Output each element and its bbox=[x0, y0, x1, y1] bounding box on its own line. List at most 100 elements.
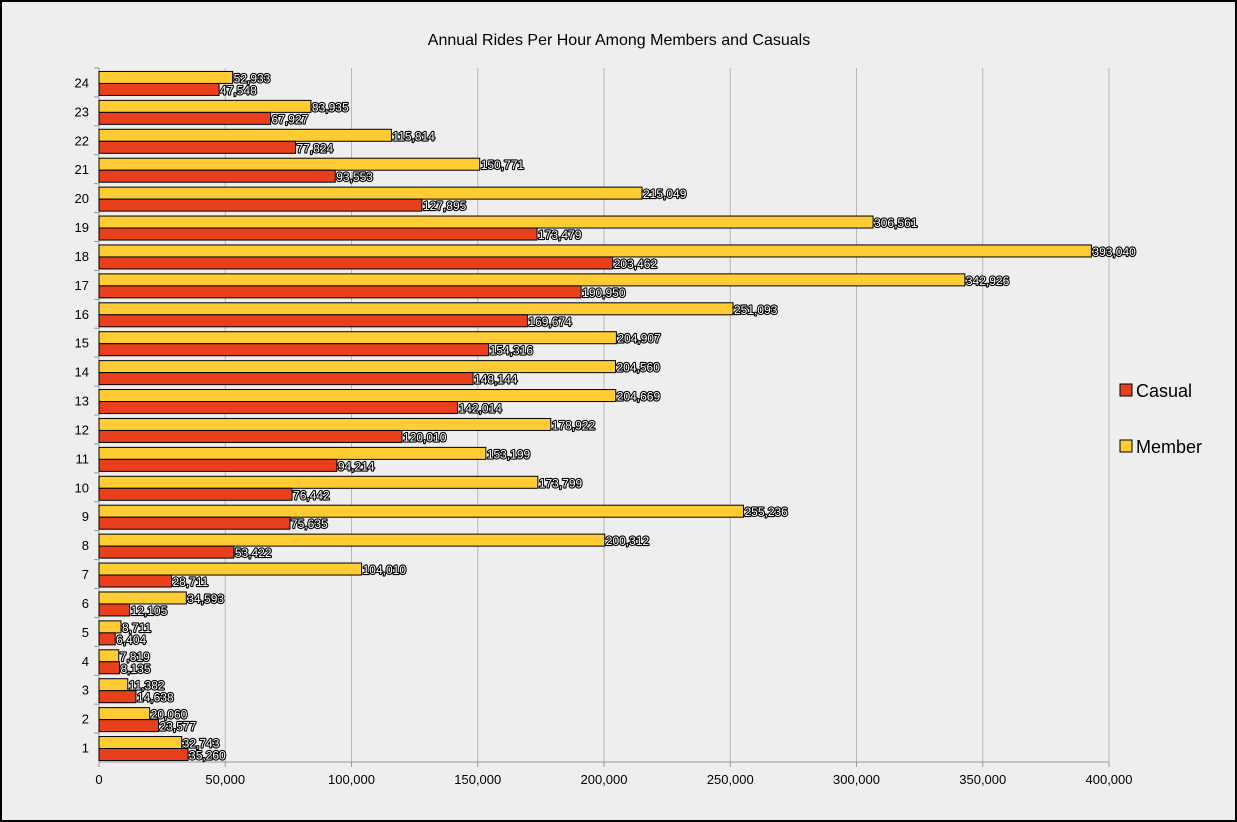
data-label-member: 115,814 bbox=[392, 129, 435, 143]
bar-casual bbox=[98, 285, 582, 299]
data-label-member: 251,093 bbox=[734, 303, 778, 317]
category-label: 12 bbox=[75, 422, 89, 437]
data-label-casual: 47,548 bbox=[220, 83, 257, 97]
bar-member bbox=[98, 417, 552, 431]
data-label-member: 173,799 bbox=[539, 476, 583, 490]
data-label-casual: 14,638 bbox=[137, 691, 174, 705]
category-label: 7 bbox=[82, 567, 89, 582]
data-label-casual: 93,553 bbox=[336, 170, 373, 184]
bar-member bbox=[98, 360, 617, 374]
category-label: 19 bbox=[75, 220, 89, 235]
category-label: 8 bbox=[82, 538, 89, 553]
data-label-casual: 28,711 bbox=[172, 575, 208, 589]
bar-member bbox=[98, 562, 363, 576]
bar-member bbox=[98, 128, 392, 142]
data-label-casual: 53,422 bbox=[235, 546, 272, 560]
bar-casual bbox=[98, 314, 528, 328]
bar-member bbox=[98, 475, 539, 489]
bar-casual bbox=[98, 458, 338, 472]
data-label-casual: 203,462 bbox=[614, 257, 658, 271]
category-label: 21 bbox=[75, 162, 89, 177]
category-label: 23 bbox=[75, 104, 89, 119]
data-label-casual: 190,950 bbox=[582, 286, 626, 300]
category-label: 9 bbox=[82, 509, 89, 524]
data-label-member: 393,040 bbox=[1092, 245, 1136, 259]
category-label: 11 bbox=[76, 451, 90, 466]
bar-member bbox=[98, 678, 129, 692]
legend-label-casual: Casual bbox=[1136, 381, 1192, 401]
data-label-member: 34,593 bbox=[187, 592, 224, 606]
data-label-casual: 67,927 bbox=[272, 112, 309, 126]
bar-casual bbox=[98, 429, 403, 443]
legend-swatch-casual bbox=[1119, 383, 1133, 397]
x-tick-label: 50,000 bbox=[205, 772, 245, 787]
category-label: 4 bbox=[82, 654, 89, 669]
category-label: 2 bbox=[82, 712, 89, 727]
bar-casual bbox=[98, 198, 423, 212]
data-label-casual: 120,010 bbox=[403, 430, 447, 444]
bar-casual bbox=[98, 111, 272, 125]
data-label-member: 342,926 bbox=[966, 274, 1010, 288]
category-label: 15 bbox=[75, 336, 89, 351]
bar-casual bbox=[98, 256, 614, 270]
data-label-casual: 8,135 bbox=[121, 662, 151, 676]
bar-member bbox=[98, 389, 617, 403]
data-label-casual: 6,404 bbox=[116, 633, 146, 647]
category-label: 22 bbox=[75, 133, 89, 148]
bars bbox=[98, 70, 1092, 762]
category-label: 13 bbox=[75, 394, 89, 409]
category-label: 20 bbox=[75, 191, 89, 206]
bar-member bbox=[98, 244, 1092, 258]
bar-casual bbox=[98, 140, 297, 154]
data-label-casual: 76,442 bbox=[293, 488, 330, 502]
data-label-member: 215,049 bbox=[643, 187, 687, 201]
data-label-casual: 173,479 bbox=[538, 228, 582, 242]
data-label-member: 20,060 bbox=[151, 708, 188, 722]
bar-member bbox=[98, 591, 187, 605]
bar-member bbox=[98, 736, 183, 750]
bar-casual bbox=[98, 82, 220, 96]
category-label: 1 bbox=[82, 741, 89, 756]
data-label-member: 150,771 bbox=[481, 158, 525, 172]
data-label-member: 204,560 bbox=[617, 361, 661, 375]
bar-member bbox=[98, 99, 312, 113]
data-label-member: 7,819 bbox=[120, 650, 150, 664]
data-label-casual: 154,316 bbox=[490, 344, 534, 358]
category-label: 17 bbox=[75, 278, 89, 293]
bar-casual bbox=[98, 227, 538, 241]
data-label-casual: 35,260 bbox=[189, 749, 226, 763]
category-label: 6 bbox=[82, 596, 89, 611]
bar-casual bbox=[98, 719, 160, 733]
bar-member bbox=[98, 707, 151, 721]
category-label: 16 bbox=[75, 307, 89, 322]
axes: 0 50,000 100,000 150,000 200,000 250,000 300,0… bbox=[75, 67, 1133, 787]
bar-member bbox=[98, 215, 874, 229]
data-label-member: 153,199 bbox=[487, 447, 531, 461]
x-tick-label: 200,000 bbox=[581, 772, 628, 787]
bar-member bbox=[98, 302, 734, 316]
category-label: 3 bbox=[82, 683, 89, 698]
category-label: 10 bbox=[75, 480, 89, 495]
data-label-casual: 23,577 bbox=[160, 720, 197, 734]
data-label-casual: 12,105 bbox=[131, 604, 168, 618]
data-label-casual: 169,674 bbox=[528, 315, 572, 329]
bar-member bbox=[98, 273, 966, 287]
legend: Casual Member bbox=[1119, 381, 1202, 457]
bar-casual bbox=[98, 748, 189, 762]
x-tick-label: 0 bbox=[95, 772, 102, 787]
data-label-member: 11,382 bbox=[129, 679, 165, 693]
data-label-casual: 127,895 bbox=[423, 199, 467, 213]
bar-casual bbox=[98, 545, 235, 559]
bar-member bbox=[98, 331, 617, 345]
data-label-member: 255,236 bbox=[744, 505, 788, 519]
bar-member bbox=[98, 70, 234, 84]
bar-casual bbox=[98, 690, 137, 704]
bar-casual bbox=[98, 632, 116, 646]
data-label-casual: 77,824 bbox=[297, 141, 334, 155]
data-label-casual: 75,635 bbox=[291, 517, 328, 531]
data-label-member: 204,669 bbox=[617, 390, 661, 404]
data-label-member: 83,935 bbox=[312, 100, 349, 114]
